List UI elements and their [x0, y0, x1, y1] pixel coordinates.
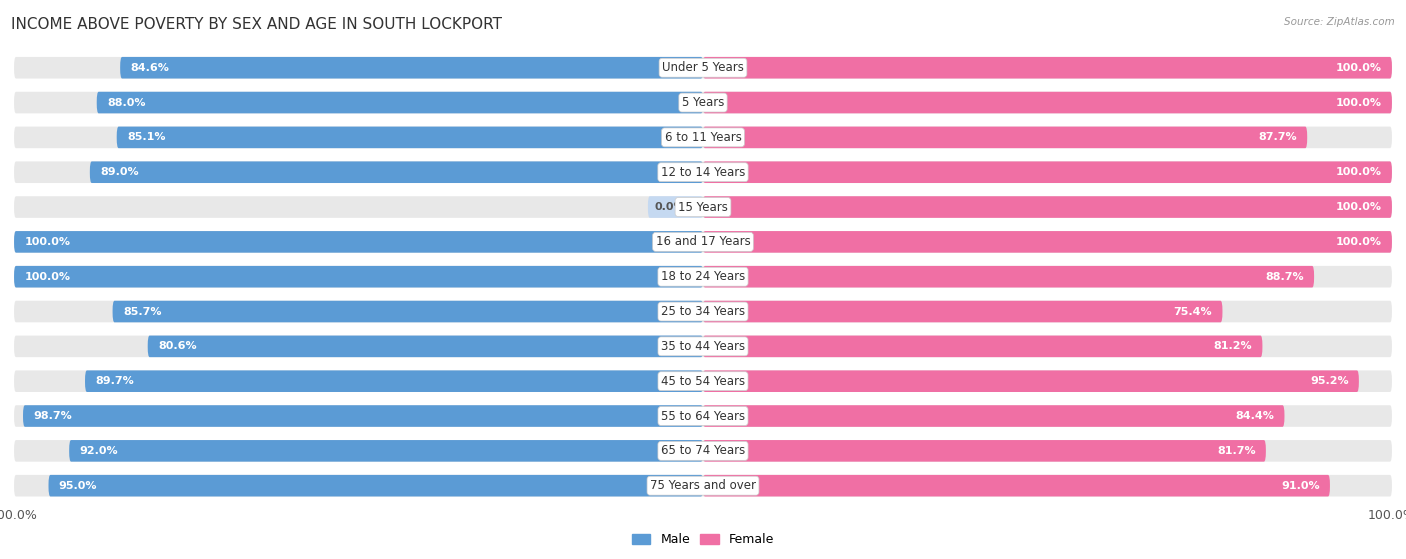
FancyBboxPatch shape	[703, 126, 1308, 148]
Legend: Male, Female: Male, Female	[627, 528, 779, 551]
Text: 88.0%: 88.0%	[107, 98, 146, 107]
FancyBboxPatch shape	[14, 231, 1392, 253]
Text: 75 Years and over: 75 Years and over	[650, 479, 756, 492]
Text: 5 Years: 5 Years	[682, 96, 724, 109]
Text: 81.2%: 81.2%	[1213, 342, 1253, 352]
FancyBboxPatch shape	[703, 162, 1392, 183]
FancyBboxPatch shape	[14, 371, 1392, 392]
FancyBboxPatch shape	[14, 405, 1392, 427]
FancyBboxPatch shape	[48, 475, 703, 496]
Text: 95.2%: 95.2%	[1310, 376, 1348, 386]
Text: 25 to 34 Years: 25 to 34 Years	[661, 305, 745, 318]
Text: 15 Years: 15 Years	[678, 201, 728, 214]
Text: INCOME ABOVE POVERTY BY SEX AND AGE IN SOUTH LOCKPORT: INCOME ABOVE POVERTY BY SEX AND AGE IN S…	[11, 17, 502, 32]
FancyBboxPatch shape	[703, 405, 1285, 427]
Text: 89.7%: 89.7%	[96, 376, 134, 386]
FancyBboxPatch shape	[120, 57, 703, 78]
Text: 45 to 54 Years: 45 to 54 Years	[661, 375, 745, 388]
Text: 35 to 44 Years: 35 to 44 Years	[661, 340, 745, 353]
Text: 18 to 24 Years: 18 to 24 Years	[661, 270, 745, 283]
Text: 0.0%: 0.0%	[655, 202, 685, 212]
FancyBboxPatch shape	[703, 57, 1392, 78]
Text: 100.0%: 100.0%	[1336, 202, 1382, 212]
FancyBboxPatch shape	[14, 162, 1392, 183]
Text: 87.7%: 87.7%	[1258, 132, 1296, 143]
FancyBboxPatch shape	[148, 335, 703, 357]
Text: 100.0%: 100.0%	[24, 272, 70, 282]
Text: 80.6%: 80.6%	[157, 342, 197, 352]
FancyBboxPatch shape	[84, 371, 703, 392]
Text: 16 and 17 Years: 16 and 17 Years	[655, 235, 751, 248]
Text: 81.7%: 81.7%	[1218, 446, 1256, 456]
Text: 100.0%: 100.0%	[1336, 167, 1382, 177]
Text: 85.7%: 85.7%	[122, 306, 162, 316]
FancyBboxPatch shape	[22, 405, 703, 427]
Text: 100.0%: 100.0%	[1336, 98, 1382, 107]
FancyBboxPatch shape	[14, 57, 1392, 78]
Text: 98.7%: 98.7%	[34, 411, 72, 421]
FancyBboxPatch shape	[703, 475, 1330, 496]
Text: 100.0%: 100.0%	[1336, 237, 1382, 247]
FancyBboxPatch shape	[14, 266, 1392, 287]
FancyBboxPatch shape	[90, 162, 703, 183]
FancyBboxPatch shape	[97, 92, 703, 113]
Text: 92.0%: 92.0%	[80, 446, 118, 456]
Text: 75.4%: 75.4%	[1174, 306, 1212, 316]
FancyBboxPatch shape	[14, 301, 1392, 323]
FancyBboxPatch shape	[703, 440, 1265, 462]
Text: 100.0%: 100.0%	[24, 237, 70, 247]
FancyBboxPatch shape	[14, 266, 703, 287]
FancyBboxPatch shape	[648, 196, 703, 218]
FancyBboxPatch shape	[14, 126, 1392, 148]
FancyBboxPatch shape	[703, 301, 1222, 323]
Text: 89.0%: 89.0%	[100, 167, 139, 177]
FancyBboxPatch shape	[703, 92, 1392, 113]
Text: 6 to 11 Years: 6 to 11 Years	[665, 131, 741, 144]
Text: 65 to 74 Years: 65 to 74 Years	[661, 444, 745, 457]
FancyBboxPatch shape	[117, 126, 703, 148]
Text: Under 5 Years: Under 5 Years	[662, 61, 744, 74]
FancyBboxPatch shape	[112, 301, 703, 323]
Text: 84.6%: 84.6%	[131, 63, 169, 73]
FancyBboxPatch shape	[14, 92, 1392, 113]
Text: 85.1%: 85.1%	[127, 132, 166, 143]
Text: 55 to 64 Years: 55 to 64 Years	[661, 410, 745, 423]
FancyBboxPatch shape	[703, 335, 1263, 357]
Text: 95.0%: 95.0%	[59, 481, 97, 491]
Text: 88.7%: 88.7%	[1265, 272, 1303, 282]
Text: 91.0%: 91.0%	[1281, 481, 1320, 491]
FancyBboxPatch shape	[14, 440, 1392, 462]
Text: 84.4%: 84.4%	[1236, 411, 1274, 421]
FancyBboxPatch shape	[703, 266, 1315, 287]
Text: 100.0%: 100.0%	[1336, 63, 1382, 73]
FancyBboxPatch shape	[703, 231, 1392, 253]
FancyBboxPatch shape	[703, 371, 1358, 392]
FancyBboxPatch shape	[14, 475, 1392, 496]
Text: Source: ZipAtlas.com: Source: ZipAtlas.com	[1284, 17, 1395, 27]
FancyBboxPatch shape	[69, 440, 703, 462]
FancyBboxPatch shape	[14, 231, 703, 253]
FancyBboxPatch shape	[14, 196, 1392, 218]
Text: 12 to 14 Years: 12 to 14 Years	[661, 165, 745, 179]
FancyBboxPatch shape	[703, 196, 1392, 218]
FancyBboxPatch shape	[14, 335, 1392, 357]
